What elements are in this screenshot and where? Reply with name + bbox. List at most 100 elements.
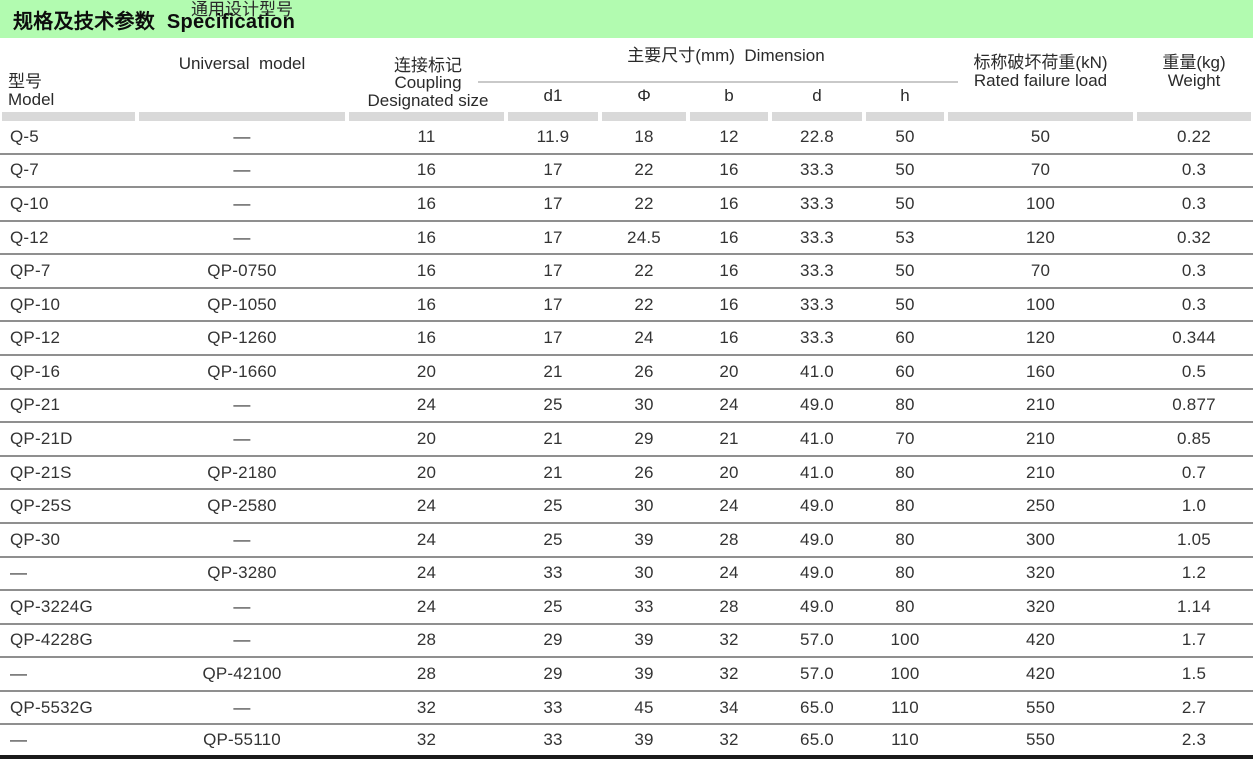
- cell-rated-load: 50: [1030, 126, 1051, 146]
- cell-b: 32: [719, 730, 739, 750]
- cell-d: 33.3: [800, 227, 834, 247]
- cell-universal-model: —: [233, 529, 251, 549]
- cell-model: QP-16: [10, 361, 61, 381]
- cell-d: 33.3: [800, 160, 834, 180]
- cell-h: 70: [895, 428, 915, 448]
- column-header-h: h: [900, 86, 910, 105]
- cell-d1: 21: [543, 361, 563, 381]
- column-group-header-dimension: 主要尺寸(mm) Dimension: [627, 46, 825, 65]
- cell-phi: 30: [634, 496, 654, 516]
- cell-weight: 0.3: [1181, 160, 1207, 180]
- column-header-weight-zh: 重量(kg): [1162, 53, 1226, 72]
- band-segment: [600, 112, 688, 121]
- cell-coupling-size: 24: [416, 529, 437, 549]
- cell-universal-model: QP-3280: [207, 563, 277, 583]
- cell-universal-model: —: [233, 428, 251, 448]
- cell-rated-load: 250: [1026, 496, 1055, 516]
- band-segment: [137, 112, 347, 121]
- cell-d1: 17: [543, 294, 563, 314]
- cell-weight: 0.22: [1177, 126, 1211, 146]
- table-row: QP-21S QP-2180 20 21 26 20 41.0 80 210 0.7: [0, 457, 1253, 491]
- cell-h: 50: [895, 160, 915, 180]
- cell-model: QP-25S: [10, 496, 72, 516]
- cell-rated-load: 550: [1026, 697, 1055, 717]
- cell-rated-load: 70: [1030, 160, 1051, 180]
- cell-b: 20: [719, 361, 739, 381]
- cell-h: 80: [895, 529, 915, 549]
- cell-h: 50: [895, 261, 915, 281]
- column-header-rated-load: 标称破坏荷重(kN) Rated failure load: [946, 54, 1135, 90]
- cell-coupling-size: 28: [416, 630, 437, 650]
- cell-rated-load: 100: [1026, 294, 1055, 314]
- cell-b: 32: [719, 630, 739, 650]
- cell-model: QP-12: [10, 328, 61, 348]
- table-row: QP-3224G — 24 25 33 28 49.0 80 320 1.14: [0, 591, 1253, 625]
- table-row: QP-10 QP-1050 16 17 22 16 33.3 50 100 0.3: [0, 289, 1253, 323]
- cell-rated-load: 210: [1026, 462, 1055, 482]
- cell-rated-load: 120: [1026, 328, 1055, 348]
- cell-d: 41.0: [800, 428, 834, 448]
- table-row: Q-5 — 11 11.9 18 12 22.8 50 50 0.22: [0, 121, 1253, 155]
- cell-b: 32: [719, 664, 739, 684]
- cell-h: 110: [891, 730, 919, 750]
- cell-model: Q-12: [10, 227, 49, 247]
- cell-d1: 17: [543, 160, 563, 180]
- cell-phi: 39: [634, 529, 654, 549]
- cell-d: 65.0: [800, 730, 834, 750]
- cell-b: 24: [719, 496, 739, 516]
- cell-d: 33.3: [800, 294, 834, 314]
- cell-h: 60: [895, 361, 915, 381]
- cell-model: QP-21D: [10, 428, 73, 448]
- section-title: 规格及技术参数 Specification: [13, 10, 296, 33]
- cell-d: 33.3: [800, 328, 834, 348]
- column-header-universal-zh: 通用设计型号: [191, 0, 293, 19]
- cell-d1: 33: [543, 730, 563, 750]
- cell-coupling-size: 24: [416, 395, 437, 415]
- cell-universal-model: QP-55110: [203, 730, 281, 750]
- cell-d: 33.3: [800, 261, 834, 281]
- cell-phi: 24.5: [627, 227, 661, 247]
- cell-h: 80: [895, 596, 915, 616]
- cell-h: 60: [895, 328, 915, 348]
- cell-phi: 39: [634, 664, 654, 684]
- cell-rated-load: 300: [1026, 529, 1055, 549]
- band-segment: [506, 112, 600, 121]
- cell-b: 28: [719, 596, 739, 616]
- cell-weight: 1.14: [1177, 596, 1211, 616]
- table-row: — QP-42100 28 29 39 32 57.0 100 420 1.5: [0, 658, 1253, 692]
- cell-rated-load: 100: [1026, 193, 1055, 213]
- cell-weight: 0.3: [1181, 193, 1207, 213]
- cell-d1: 25: [543, 395, 563, 415]
- cell-weight: 1.2: [1181, 563, 1207, 583]
- cell-model: QP-30: [10, 529, 61, 549]
- cell-weight: 1.7: [1181, 630, 1207, 650]
- cell-d1: 17: [543, 261, 563, 281]
- cell-d: 41.0: [800, 361, 834, 381]
- cell-phi: 30: [634, 563, 654, 583]
- cell-h: 50: [895, 193, 915, 213]
- cell-universal-model: —: [233, 596, 251, 616]
- band-segment: [347, 112, 506, 121]
- cell-rated-load: 210: [1026, 395, 1055, 415]
- cell-coupling-size: 24: [416, 496, 437, 516]
- cell-universal-model: —: [233, 126, 251, 146]
- cell-d: 49.0: [800, 563, 834, 583]
- cell-d: 65.0: [800, 697, 834, 717]
- cell-b: 16: [719, 294, 739, 314]
- column-header-rated-load-zh: 标称破坏荷重(kN): [973, 53, 1108, 72]
- cell-rated-load: 210: [1026, 428, 1055, 448]
- cell-phi: 22: [634, 294, 654, 314]
- table-row: QP-12 QP-1260 16 17 24 16 33.3 60 120 0.344: [0, 322, 1253, 357]
- cell-b: 16: [719, 227, 739, 247]
- cell-model: —: [10, 563, 28, 583]
- column-header-universal-model: 通用设计型号 Universal model: [137, 0, 347, 109]
- column-header-d1: d1: [543, 86, 563, 105]
- cell-h: 100: [890, 664, 920, 684]
- cell-universal-model: QP-42100: [202, 664, 282, 684]
- cell-weight: 0.3: [1181, 294, 1207, 314]
- table-row: QP-21D — 20 21 29 21 41.0 70 210 0.85: [0, 423, 1253, 457]
- column-header-model-zh: 型号: [8, 72, 42, 91]
- cell-universal-model: —: [233, 697, 251, 717]
- cell-d: 33.3: [800, 193, 834, 213]
- table-row: — QP-3280 24 33 30 24 49.0 80 320 1.2: [0, 558, 1253, 592]
